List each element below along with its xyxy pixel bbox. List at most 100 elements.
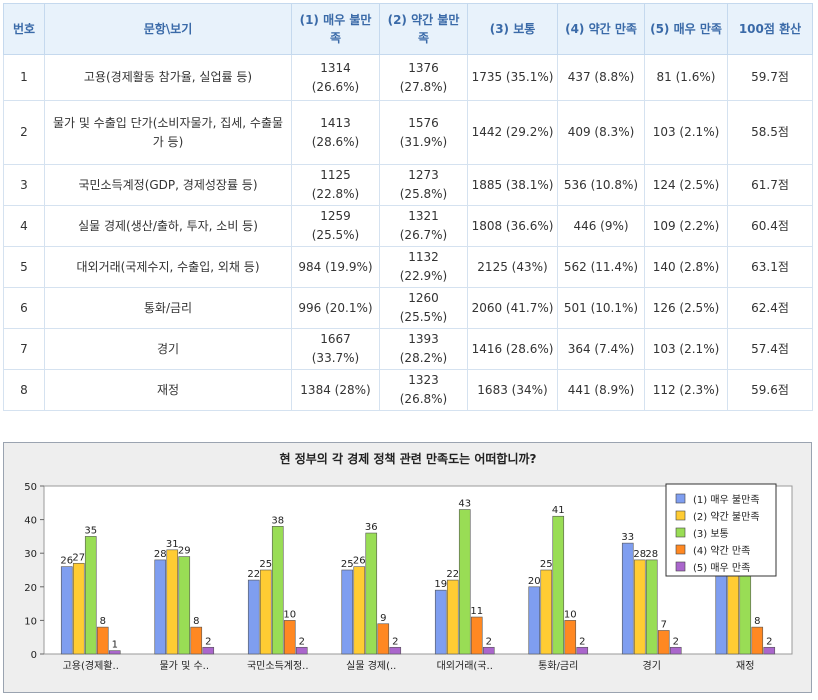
x-tick-label: 재정 (736, 660, 754, 672)
cell-very-dissatisfied: 1259 (25.5%) (291, 205, 380, 247)
bar-value-label: 41 (552, 505, 565, 516)
cell-very-satisfied: 140 (2.8%) (644, 246, 728, 288)
bar-value-label: 10 (564, 609, 577, 620)
row-number: 7 (3, 328, 45, 370)
cell-very-satisfied: 81 (1.6%) (644, 54, 728, 101)
cell-very-satisfied: 103 (2.1%) (644, 328, 728, 370)
x-tick-label: 고용(경제활.. (63, 659, 119, 672)
bar (96, 626, 109, 655)
row-question: 국민소득계정(GDP, 경제성장률 등) (44, 164, 292, 206)
cell-very-satisfied: 112 (2.3%) (644, 369, 728, 411)
cell-neutral: 1885 (38.1%) (467, 164, 558, 206)
cell-somewhat-satisfied: 536 (10.8%) (557, 164, 645, 206)
bar (377, 623, 390, 655)
cell-score: 60.4점 (727, 205, 813, 247)
legend-swatch (675, 527, 686, 538)
cell-very-dissatisfied: 1125 (22.8%) (291, 164, 380, 206)
bar-value-label: 8 (193, 616, 199, 627)
cell-somewhat-dissatisfied: 1393 (28.2%) (379, 328, 468, 370)
cell-neutral: 2060 (41.7%) (467, 287, 558, 329)
bar (259, 569, 272, 655)
bar (727, 566, 740, 655)
header-very-dissatisfied: (1) 매우 불만족 (291, 3, 380, 55)
row-question: 재정 (44, 369, 292, 411)
legend-swatch (675, 493, 686, 504)
cell-neutral: 1416 (28.6%) (467, 328, 558, 370)
header-somewhat-dissatisfied: (2) 약간 불만족 (379, 3, 468, 55)
cell-score: 59.6점 (727, 369, 813, 411)
bar-value-label: 25 (259, 559, 272, 570)
row-question: 고용(경제활동 참가율, 실업률 등) (44, 54, 292, 101)
cell-very-dissatisfied: 1314 (26.6%) (291, 54, 380, 101)
cell-somewhat-dissatisfied: 1576 (31.9%) (379, 100, 468, 165)
bar (283, 620, 296, 655)
y-tick-label: 10 (24, 616, 37, 627)
legend-swatch (675, 544, 686, 555)
table-header-row: 번호 문항\보기 (1) 매우 불만족 (2) 약간 불만족 (3) 보통 (4… (3, 3, 813, 55)
bar-value-label: 28 (645, 549, 658, 560)
cell-somewhat-dissatisfied: 1376 (27.8%) (379, 54, 468, 101)
bar (645, 559, 658, 655)
bar-value-label: 36 (365, 522, 378, 533)
y-tick-label: 0 (31, 650, 37, 661)
bar (576, 646, 589, 655)
x-tick-label: 경기 (643, 659, 661, 672)
legend-swatch (675, 510, 686, 521)
y-tick-label: 40 (24, 516, 37, 527)
cell-very-satisfied: 103 (2.1%) (644, 100, 728, 165)
row-question: 실물 경제(생산/출하, 투자, 소비 등) (44, 205, 292, 247)
bar (633, 559, 646, 655)
table-row: 8 재정 1384 (28%) 1323 (26.8%) 1683 (34%) … (3, 369, 813, 411)
table-row: 7 경기 1667 (33.7%) 1393 (28.2%) 1416 (28.… (3, 328, 813, 370)
bar-value-label: 38 (271, 515, 284, 526)
x-tick-label: 대외거래(국.. (437, 660, 493, 672)
cell-very-dissatisfied: 1667 (33.7%) (291, 328, 380, 370)
bar-value-label: 26 (60, 556, 73, 567)
bar (72, 562, 85, 655)
row-question: 통화/금리 (44, 287, 292, 329)
header-question: 문항\보기 (44, 3, 292, 55)
cell-neutral: 2125 (43%) (467, 246, 558, 288)
table-row: 5 대외거래(국제수지, 수출입, 외채 등) 984 (19.9%) 1132… (3, 246, 813, 288)
cell-neutral: 1442 (29.2%) (467, 100, 558, 165)
bar-value-label: 2 (579, 636, 585, 647)
bar-value-label: 28 (633, 549, 646, 560)
survey-table: 번호 문항\보기 (1) 매우 불만족 (2) 약간 불만족 (3) 보통 (4… (3, 3, 813, 411)
header-neutral: (3) 보통 (467, 3, 558, 55)
cell-score: 63.1점 (727, 246, 813, 288)
bar-value-label: 22 (446, 569, 459, 580)
cell-neutral: 1683 (34%) (467, 369, 558, 411)
cell-somewhat-satisfied: 364 (7.4%) (557, 328, 645, 370)
bar-value-label: 25 (540, 559, 553, 570)
row-question: 대외거래(국제수지, 수출입, 외채 등) (44, 246, 292, 288)
cell-somewhat-dissatisfied: 1323 (26.8%) (379, 369, 468, 411)
bar (154, 559, 167, 655)
bar-value-label: 9 (380, 613, 386, 624)
cell-somewhat-satisfied: 562 (11.4%) (557, 246, 645, 288)
row-number: 4 (3, 205, 45, 247)
bar-value-label: 25 (341, 559, 354, 570)
table-row: 4 실물 경제(생산/출하, 투자, 소비 등) 1259 (25.5%) 13… (3, 205, 813, 247)
bar (763, 646, 776, 655)
bar-value-label: 8 (100, 616, 106, 627)
bar-value-label: 2 (486, 636, 492, 647)
bar (458, 509, 471, 655)
bar (389, 646, 402, 655)
cell-score: 58.5점 (727, 100, 813, 165)
x-tick-label: 국민소득계정.. (247, 660, 309, 672)
x-tick-label: 실물 경제(.. (346, 659, 396, 672)
bar-value-label: 2 (205, 636, 211, 647)
bar-value-label: 20 (528, 576, 541, 587)
header-somewhat-satisfied: (4) 약간 만족 (557, 3, 645, 55)
bar-value-label: 8 (754, 616, 760, 627)
cell-somewhat-satisfied: 437 (8.8%) (557, 54, 645, 101)
bar-value-label: 1 (112, 640, 118, 651)
header-score: 100점 환산 (727, 3, 813, 55)
legend-label: (2) 약간 불만족 (693, 511, 760, 523)
bar (470, 616, 483, 655)
legend-label: (1) 매우 불만족 (693, 494, 760, 506)
row-question: 물가 및 수출입 단가(소비자물가, 집세, 수출물가 등) (44, 100, 292, 165)
bar (540, 569, 553, 655)
row-number: 8 (3, 369, 45, 411)
bar (60, 566, 73, 655)
